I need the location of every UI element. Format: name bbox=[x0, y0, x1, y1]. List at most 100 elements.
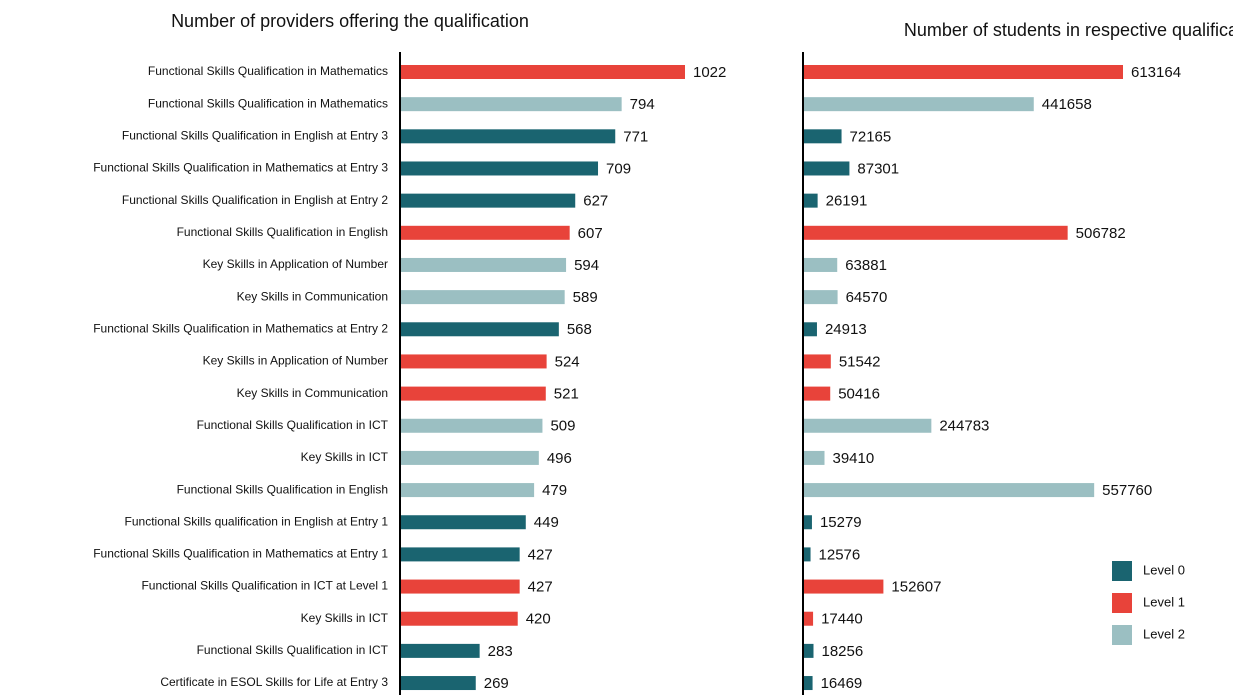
value-label: 613164 bbox=[1131, 64, 1181, 81]
bar bbox=[804, 290, 838, 305]
legend-swatch bbox=[1112, 625, 1132, 645]
category-label: Functional Skills Qualification in Engli… bbox=[122, 193, 388, 207]
value-label: 509 bbox=[550, 418, 575, 435]
category-label: Functional Skills Qualification in ICT a… bbox=[141, 579, 388, 593]
value-label: 427 bbox=[528, 546, 553, 563]
bar bbox=[401, 65, 685, 79]
bar bbox=[401, 676, 476, 691]
bar bbox=[401, 354, 547, 369]
category-label: Functional Skills Qualification in ICT bbox=[197, 643, 389, 657]
value-label: 51542 bbox=[839, 353, 881, 370]
category-label: Key Skills in ICT bbox=[301, 611, 389, 625]
bar bbox=[804, 515, 812, 530]
bar bbox=[401, 97, 622, 112]
value-label: 1022 bbox=[693, 64, 726, 81]
bar bbox=[401, 418, 543, 433]
value-label: 269 bbox=[484, 675, 509, 692]
value-label: 15279 bbox=[820, 514, 862, 531]
value-label: 16469 bbox=[821, 675, 863, 692]
value-label: 63881 bbox=[845, 257, 887, 274]
value-label: 26191 bbox=[826, 193, 868, 210]
category-label: Functional Skills Qualification in ICT bbox=[197, 418, 389, 432]
bar bbox=[401, 547, 520, 562]
bar bbox=[401, 161, 599, 176]
value-label: 24913 bbox=[825, 321, 867, 338]
value-label: 524 bbox=[555, 353, 580, 370]
value-label: 152607 bbox=[891, 579, 941, 596]
value-label: 64570 bbox=[846, 289, 888, 306]
value-label: 607 bbox=[578, 225, 603, 242]
value-label: 568 bbox=[567, 321, 592, 338]
value-label: 244783 bbox=[939, 418, 989, 435]
value-label: 496 bbox=[547, 450, 572, 467]
category-label: Functional Skills Qualification in Mathe… bbox=[148, 96, 388, 110]
value-label: 420 bbox=[526, 611, 551, 628]
chart-title: Number of providers offering the qualifi… bbox=[171, 11, 529, 31]
bar bbox=[401, 257, 567, 272]
bar bbox=[401, 225, 570, 240]
bar bbox=[804, 225, 1068, 240]
bar bbox=[804, 579, 884, 594]
category-label: Certificate in ESOL Skills for Life at E… bbox=[160, 675, 388, 689]
category-label: Key Skills in Application of Number bbox=[203, 257, 388, 271]
value-label: 87301 bbox=[857, 160, 899, 177]
category-label: Functional Skills Qualification in Engli… bbox=[122, 128, 388, 142]
bar bbox=[401, 129, 616, 144]
value-label: 589 bbox=[573, 289, 598, 306]
category-label: Functional Skills Qualification in Mathe… bbox=[93, 547, 388, 561]
chart-title: Number of students in respective qualifi… bbox=[904, 20, 1233, 40]
value-label: 594 bbox=[574, 257, 599, 274]
legend-swatch bbox=[1112, 593, 1132, 613]
value-label: 50416 bbox=[838, 386, 880, 403]
bar bbox=[804, 97, 1034, 112]
value-label: 441658 bbox=[1042, 96, 1092, 113]
bar bbox=[804, 418, 932, 433]
bar bbox=[804, 611, 814, 626]
category-label: Functional Skills qualification in Engli… bbox=[125, 514, 389, 528]
bar bbox=[401, 290, 565, 305]
value-label: 449 bbox=[534, 514, 559, 531]
category-label: Functional Skills Qualification in Mathe… bbox=[93, 321, 388, 335]
bar bbox=[804, 65, 1123, 79]
category-label: Key Skills in Communication bbox=[237, 386, 388, 400]
legend-label: Level 2 bbox=[1143, 626, 1185, 641]
bar bbox=[401, 450, 539, 465]
bar bbox=[401, 515, 526, 530]
bar bbox=[401, 386, 546, 401]
bar bbox=[401, 483, 535, 498]
value-label: 771 bbox=[623, 128, 648, 145]
bar bbox=[401, 579, 520, 594]
category-label: Key Skills in ICT bbox=[301, 450, 389, 464]
category-label: Functional Skills Qualification in Engli… bbox=[177, 225, 388, 239]
value-label: 17440 bbox=[821, 611, 863, 628]
category-label: Key Skills in Communication bbox=[237, 289, 388, 303]
bar bbox=[401, 611, 518, 626]
bar bbox=[804, 129, 842, 144]
bar bbox=[401, 193, 576, 208]
value-label: 283 bbox=[488, 643, 513, 660]
bar bbox=[804, 450, 825, 465]
value-label: 479 bbox=[542, 482, 567, 499]
category-label: Functional Skills Qualification in Engli… bbox=[177, 482, 388, 496]
value-label: 521 bbox=[554, 386, 579, 403]
value-label: 506782 bbox=[1076, 225, 1126, 242]
legend-swatch bbox=[1112, 561, 1132, 581]
bar bbox=[804, 483, 1095, 498]
value-label: 627 bbox=[583, 193, 608, 210]
category-label: Functional Skills Qualification in Mathe… bbox=[148, 64, 388, 78]
value-label: 72165 bbox=[850, 128, 892, 145]
legend-label: Level 0 bbox=[1143, 562, 1185, 577]
bar bbox=[804, 161, 850, 176]
category-label: Key Skills in Application of Number bbox=[203, 354, 388, 368]
value-label: 794 bbox=[630, 96, 655, 113]
value-label: 709 bbox=[606, 160, 631, 177]
bar bbox=[804, 193, 818, 208]
value-label: 557760 bbox=[1102, 482, 1152, 499]
value-label: 427 bbox=[528, 579, 553, 596]
value-label: 18256 bbox=[821, 643, 863, 660]
category-label: Functional Skills Qualification in Mathe… bbox=[93, 161, 388, 175]
bar bbox=[804, 547, 811, 562]
bar bbox=[804, 643, 814, 658]
bar bbox=[804, 354, 831, 369]
